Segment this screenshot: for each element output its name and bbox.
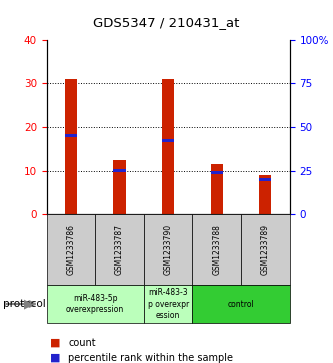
Bar — [65, 79, 77, 214]
Bar — [114, 160, 126, 214]
Bar — [162, 139, 174, 142]
Bar — [259, 178, 271, 181]
Bar — [65, 134, 77, 137]
Text: ▶: ▶ — [24, 298, 33, 310]
Bar — [114, 169, 126, 172]
Text: GSM1233788: GSM1233788 — [212, 224, 221, 275]
Text: miR-483-5p
overexpression: miR-483-5p overexpression — [66, 294, 124, 314]
Bar — [162, 79, 174, 214]
Text: control: control — [228, 299, 254, 309]
Bar — [211, 164, 223, 214]
Text: GSM1233786: GSM1233786 — [66, 224, 76, 275]
Text: ■: ■ — [50, 352, 61, 363]
Text: GSM1233789: GSM1233789 — [261, 224, 270, 275]
Text: GSM1233787: GSM1233787 — [115, 224, 124, 275]
Text: ■: ■ — [50, 338, 61, 348]
Text: miR-483-3
p overexpr
ession: miR-483-3 p overexpr ession — [148, 289, 189, 319]
Text: count: count — [68, 338, 96, 348]
Bar — [259, 175, 271, 214]
Text: protocol: protocol — [3, 299, 46, 309]
Text: GSM1233790: GSM1233790 — [164, 224, 173, 275]
Text: GDS5347 / 210431_at: GDS5347 / 210431_at — [93, 16, 240, 29]
Bar — [211, 171, 223, 174]
Text: percentile rank within the sample: percentile rank within the sample — [68, 352, 233, 363]
